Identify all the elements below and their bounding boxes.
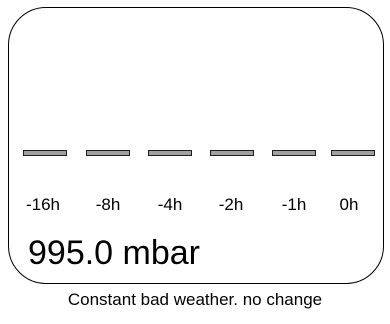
history-label: 0h (339, 195, 359, 214)
history-label: -4h (157, 195, 183, 214)
history-label: -2h (218, 195, 244, 214)
barometer-display (8, 7, 384, 284)
history-label: -8h (95, 195, 121, 214)
history-label: -1h (281, 195, 307, 214)
trend-bar-minus-4h (148, 150, 192, 156)
trend-bar-minus-1h (272, 150, 316, 156)
trend-bar-minus-2h (210, 150, 254, 156)
history-label: -16h (25, 195, 61, 214)
trend-bar-now (331, 150, 375, 156)
trend-bar-minus-8h (86, 150, 130, 156)
trend-bar-minus-16h (23, 150, 67, 156)
forecast-text: Constant bad weather. no change (67, 290, 323, 309)
pressure-reading: 995.0 mbar (28, 234, 200, 272)
